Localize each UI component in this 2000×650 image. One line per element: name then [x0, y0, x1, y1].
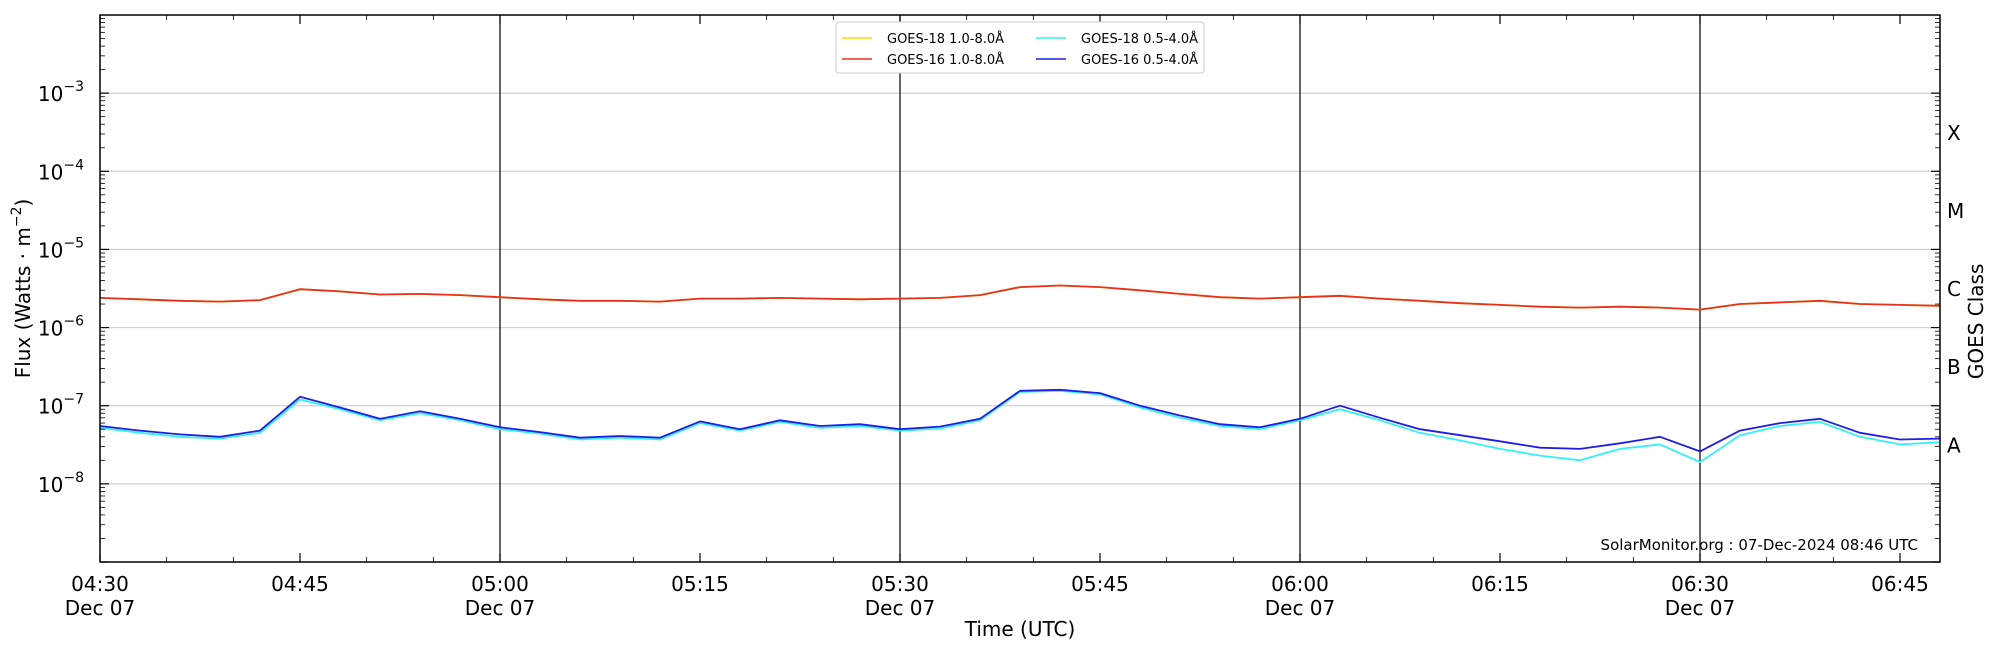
- x-tick-label-0: 04:30: [71, 572, 129, 596]
- legend-label-goes18-short: GOES-18 0.5-4.0Å: [1081, 31, 1198, 47]
- series-line-0: [99, 284, 1941, 311]
- x-tick-date-8: Dec 07: [1665, 596, 1736, 620]
- y-tick-exponent: −5: [63, 235, 84, 251]
- legend-box: [835, 21, 1205, 74]
- y-tick-base: 10: [38, 317, 63, 341]
- y-axis-title: Flux (Watts · m−2): [9, 199, 35, 379]
- x-tick-label-2: 05:00: [471, 572, 529, 596]
- legend-label-goes16-short: GOES-16 0.5-4.0Å: [1081, 52, 1198, 68]
- x-tick-label-3: 05:15: [671, 572, 729, 596]
- x-axis-title: Time (UTC): [964, 617, 1076, 641]
- y-axis-title-main: Flux (Watts · m: [11, 227, 35, 378]
- y-tick-label-4: 10−4: [38, 157, 84, 184]
- goes-class-label-a: A: [1947, 433, 1961, 457]
- plot-frame: [99, 14, 1941, 563]
- y-axis-title-exponent: −2: [9, 207, 25, 228]
- series-lines: [99, 284, 1941, 463]
- y-tick-base: 10: [38, 82, 63, 106]
- y-tick-exponent: −8: [63, 470, 84, 486]
- goes-class-labels: A B C M X: [1947, 121, 1964, 458]
- goes-class-label-c: C: [1947, 277, 1961, 301]
- series-line-1: [99, 284, 1941, 311]
- x-tick-date-0: Dec 07: [65, 596, 136, 620]
- legend-label-goes18-long: GOES-18 1.0-8.0Å: [887, 31, 1004, 47]
- grid: [100, 15, 1940, 562]
- y-tick-base: 10: [38, 473, 63, 497]
- y-tick-label-5: 10−3: [38, 79, 84, 106]
- y-tick-label-3: 10−5: [38, 235, 84, 262]
- x-tick-label-9: 06:45: [1871, 572, 1929, 596]
- legend: GOES-18 1.0-8.0Å GOES-16 1.0-8.0Å GOES-1…: [835, 21, 1205, 74]
- x-tick-label-8: 06:30: [1671, 572, 1729, 596]
- x-tick-date-6: Dec 07: [1265, 596, 1336, 620]
- y-tick-label-1: 10−7: [38, 392, 84, 419]
- x-tick-label-7: 06:15: [1471, 572, 1529, 596]
- y-axis-title-close: ): [11, 199, 35, 207]
- x-tick-date-2: Dec 07: [465, 596, 536, 620]
- y-tick-base: 10: [38, 238, 63, 262]
- goes-class-label-b: B: [1947, 355, 1961, 379]
- y-tick-exponent: −4: [63, 157, 84, 173]
- y-tick-exponent: −7: [63, 392, 84, 408]
- y-axis-title-group: Flux (Watts · m−2): [9, 199, 35, 379]
- goes-class-axis-title: GOES Class: [1964, 264, 1988, 380]
- y-tick-exponent: −6: [63, 314, 84, 330]
- series-line-2: [99, 389, 1941, 463]
- credit-text: SolarMonitor.org : 07-Dec-2024 08:46 UTC: [1601, 536, 1918, 554]
- axis-ticks: [99, 15, 1940, 563]
- goes-class-label-m: M: [1947, 199, 1964, 223]
- series-line-3: [99, 388, 1941, 453]
- y-tick-base: 10: [38, 395, 63, 419]
- x-tick-label-1: 04:45: [271, 572, 329, 596]
- x-tick-label-4: 05:30: [871, 572, 929, 596]
- y-tick-base: 10: [38, 160, 63, 184]
- x-tick-label-5: 05:45: [1071, 572, 1129, 596]
- x-tick-label-6: 06:00: [1271, 572, 1329, 596]
- y-tick-label-2: 10−6: [38, 314, 84, 341]
- legend-label-goes16-long: GOES-16 1.0-8.0Å: [887, 52, 1004, 68]
- y-tick-exponent: −3: [63, 79, 84, 95]
- goes-class-label-x: X: [1947, 121, 1961, 145]
- y-tick-label-0: 10−8: [38, 470, 84, 497]
- x-tick-date-4: Dec 07: [865, 596, 936, 620]
